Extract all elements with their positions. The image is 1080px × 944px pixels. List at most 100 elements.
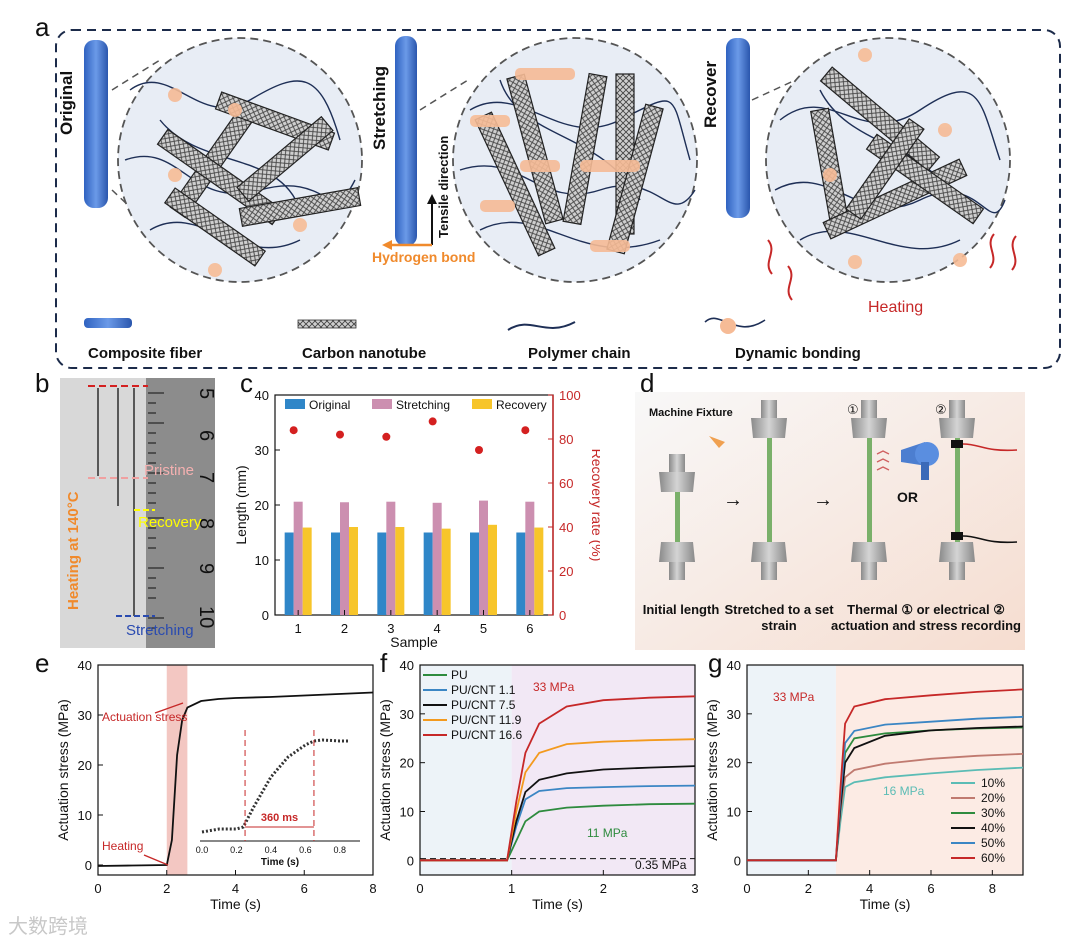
ytick-right-label: 40: [559, 520, 573, 535]
legend-label: Original: [309, 398, 350, 412]
label-tensile-direction: Tensile direction: [436, 136, 451, 238]
legend-carbon-nanotube: Carbon nanotube: [302, 345, 426, 362]
bar-original: [516, 532, 526, 615]
xtick-label: 4: [434, 621, 441, 636]
xtick-label: 3: [387, 621, 394, 636]
series-line-pu: [420, 802, 696, 862]
bar-recovery: [349, 527, 358, 615]
xtick-label: 6: [526, 621, 533, 636]
bar-stretching: [432, 502, 442, 615]
legend-label: Stretching: [396, 398, 450, 412]
annot-arrow-heating: [143, 854, 169, 866]
ytick-label: 40: [255, 388, 269, 403]
inset-tick: 0.4: [265, 845, 278, 855]
bar-original: [423, 532, 433, 615]
ytick-label: 20: [727, 756, 741, 771]
xtick-label: 4: [232, 881, 239, 896]
chart-g: 0 10 20 30 40 0 2 4 6 8 Time (s) Actuation stress (…: [705, 658, 1024, 912]
plot-frame: [746, 664, 1024, 876]
bar-stretching: [479, 500, 488, 615]
legend-label: 50%: [981, 836, 1005, 850]
panel-label-d: d: [640, 368, 655, 398]
bg-before: [747, 665, 836, 875]
xtick-label: 8: [369, 881, 376, 896]
label-recovery: Recovery: [138, 514, 202, 531]
panel-a-schematic: Original Stretching Recover Tensile dire…: [55, 29, 1061, 369]
recovery-rate-point: [289, 426, 298, 435]
ytick-label: 40: [78, 658, 92, 673]
xtick-label: 1: [508, 881, 515, 896]
panel-label-e: e: [35, 648, 50, 678]
plot-frame: [419, 664, 696, 876]
panel-label-g: g: [708, 648, 723, 678]
legend-label: 60%: [981, 851, 1005, 865]
panel-label-c: c: [240, 368, 253, 398]
y-axis-title: Actuation stress (MPa): [705, 699, 720, 841]
recovery-rate-point: [336, 430, 344, 439]
ytick-label: 0: [85, 858, 92, 873]
label-heating-140: Heating at 140°C: [65, 491, 82, 610]
chart-e: 0 10 20 30 40 0 2 4 6 8 Time (s) Actuation stress (…: [55, 658, 377, 912]
xtick-label: 6: [301, 881, 308, 896]
y-axis-title: Length (mm): [233, 465, 249, 544]
xtick-label: 5: [480, 621, 487, 636]
bar-stretching: [340, 502, 349, 615]
fiber-recover: [726, 38, 750, 218]
x-axis-title: Sample: [390, 634, 438, 650]
caption-initial-length: Initial length: [643, 602, 720, 617]
bar-recovery: [395, 527, 405, 615]
ruler-7: 7: [195, 472, 215, 483]
x-axis-title: Time (s): [532, 896, 583, 912]
xtick-label: 6: [927, 881, 934, 896]
legend-polymer-chain: Polymer chain: [528, 345, 631, 362]
xtick-label: 2: [341, 621, 348, 636]
xtick-label: 0: [94, 881, 101, 896]
ytick-label: 40: [727, 658, 741, 673]
label-recover: Recover: [701, 61, 720, 128]
xtick-label: 8: [989, 881, 996, 896]
ytick-label: 0: [734, 853, 741, 868]
xtick-label: 2: [805, 881, 812, 896]
legend-swatch: [372, 399, 392, 409]
xtick-label: 4: [866, 881, 873, 896]
annot-035mpa: 0.35 MPa: [635, 858, 687, 872]
x-axis-title: Time (s): [210, 896, 261, 912]
fiber-stretching: [395, 36, 417, 246]
caption-stretched: Stretched to a set strain: [724, 602, 833, 633]
bar-stretching: [386, 501, 396, 615]
xtick-label: 2: [600, 881, 607, 896]
annot-heating: Heating: [102, 839, 143, 853]
ytick-label: 30: [78, 708, 92, 723]
ytick-label: 10: [78, 808, 92, 823]
label-stretching-b: Stretching: [126, 622, 194, 639]
y-right-axis-title: Recovery rate (%): [589, 449, 600, 562]
series-line-pu-cnt-16-6: [420, 695, 696, 862]
legend-label: PU/CNT 11.9: [451, 713, 522, 727]
label-stretching: Stretching: [370, 66, 389, 150]
bar-original: [377, 532, 387, 615]
legend-swatch: [285, 399, 305, 409]
label-or: OR: [897, 489, 918, 505]
inset-tick: 0.0: [196, 845, 209, 855]
inset-tick: 0.8: [334, 845, 347, 855]
bar-recovery: [441, 528, 451, 615]
legend-chain-icon: [507, 321, 576, 331]
label-heating: Heating: [868, 299, 923, 316]
ytick-right-label: 80: [559, 432, 573, 447]
bar-stretching: [293, 501, 303, 615]
ytick-label: 0: [262, 608, 269, 623]
legend-label: 10%: [981, 776, 1005, 790]
ytick-label: 40: [400, 658, 414, 673]
ruler-6: 6: [195, 430, 215, 441]
ytick-label: 30: [727, 707, 741, 722]
recovery-rate-point: [475, 446, 483, 454]
xtick-label: 3: [691, 881, 698, 896]
panel-label-a: a: [35, 12, 50, 42]
label-machine-fixture: Machine Fixture: [649, 407, 733, 419]
ytick-label: 30: [255, 443, 269, 458]
fiber-original: [84, 40, 108, 208]
ytick-label: 10: [727, 805, 741, 820]
legend-label: PU/CNT 16.6: [451, 728, 522, 742]
annot-33mpa: 33 MPa: [533, 680, 575, 694]
ytick-label: 10: [400, 805, 414, 820]
